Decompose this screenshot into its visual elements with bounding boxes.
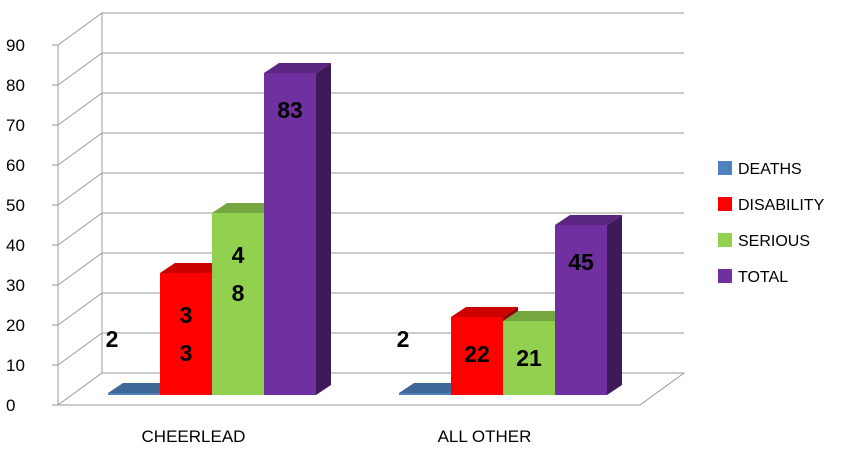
bar-top	[399, 383, 466, 393]
gridline	[57, 212, 684, 246]
y-tick-label: 10	[6, 356, 25, 375]
data-label: 8	[232, 280, 245, 306]
bar-front	[160, 273, 212, 395]
y-tick-label: 70	[6, 116, 25, 135]
x-category-label: ALL OTHER	[438, 427, 532, 446]
y-tick-label: 20	[6, 316, 25, 335]
legend-label: TOTAL	[738, 269, 788, 286]
bar-top	[503, 311, 570, 321]
y-axis: 0 10 20 30 40 50 60 70 80 90	[6, 36, 58, 415]
data-label: 83	[277, 97, 303, 123]
gridline	[57, 252, 684, 286]
bar-front	[555, 225, 607, 395]
legend-swatch	[718, 161, 732, 175]
bar-front	[264, 73, 316, 395]
bar-top	[264, 63, 331, 73]
legend-item-disability: DISABILITY	[718, 197, 825, 214]
gridline	[57, 172, 684, 206]
y-tick-label: 90	[6, 36, 25, 55]
legend-swatch	[718, 233, 732, 247]
legend: DEATHS DISABILITY SERIOUS TOTAL	[718, 161, 825, 286]
bar-total-all-other	[555, 215, 622, 395]
gridline	[57, 52, 684, 86]
legend-swatch	[718, 197, 732, 211]
bar-top	[212, 203, 279, 213]
bar-front	[451, 317, 503, 395]
y-tick-label: 0	[6, 396, 15, 415]
bar-front	[212, 213, 264, 395]
legend-label: DISABILITY	[738, 197, 825, 214]
y-tick-label: 30	[6, 276, 25, 295]
gridline	[57, 132, 684, 166]
y-tick-label: 50	[6, 196, 25, 215]
data-label: 2	[397, 326, 410, 352]
bar-total-cheerlead	[264, 63, 331, 395]
gridline	[57, 292, 684, 326]
bars	[108, 63, 622, 395]
bar-top	[160, 263, 227, 273]
y-tick-label: 80	[6, 76, 25, 95]
bar-top	[108, 383, 175, 393]
legend-swatch	[718, 269, 732, 283]
x-category-label: CHEERLEAD	[142, 427, 246, 446]
y-tick-label: 40	[6, 236, 25, 255]
bar-top	[555, 215, 622, 225]
bar-front	[108, 393, 160, 395]
gridline	[57, 92, 684, 126]
data-label: 3	[180, 302, 193, 328]
legend-label: DEATHS	[738, 161, 802, 178]
legend-item-deaths: DEATHS	[718, 161, 802, 178]
data-label: 22	[464, 341, 490, 367]
bar-front	[399, 393, 451, 395]
data-label: 21	[516, 345, 542, 371]
legend-item-total: TOTAL	[718, 269, 788, 286]
gridline	[57, 12, 684, 46]
data-label: 45	[568, 249, 594, 275]
x-axis: CHEERLEAD ALL OTHER	[142, 427, 532, 446]
bar-side	[316, 63, 331, 395]
legend-item-serious: SERIOUS	[718, 233, 810, 250]
legend-label: SERIOUS	[738, 233, 810, 250]
bar-side	[607, 215, 622, 395]
bar-top	[451, 307, 518, 317]
bar-front	[503, 321, 555, 395]
y-tick-label: 60	[6, 156, 25, 175]
data-label: 2	[106, 326, 119, 352]
data-label: 4	[232, 242, 245, 268]
data-label: 3	[180, 340, 193, 366]
